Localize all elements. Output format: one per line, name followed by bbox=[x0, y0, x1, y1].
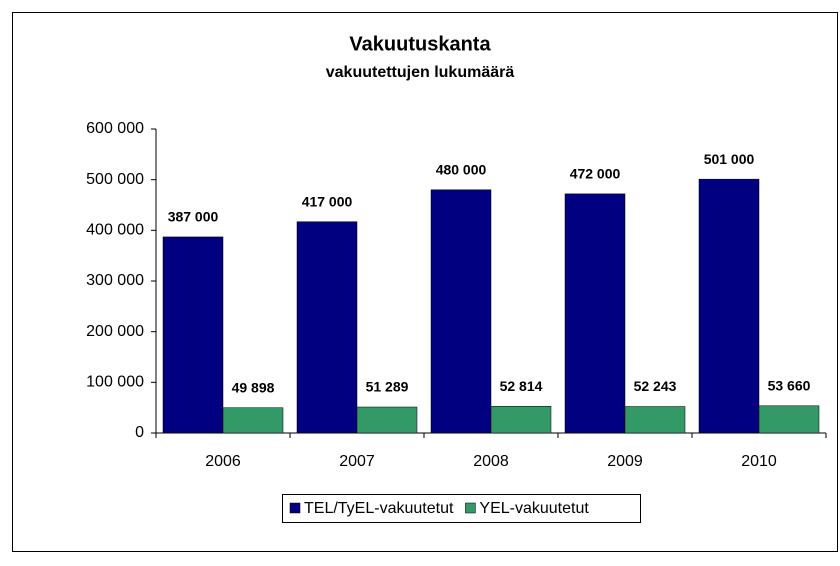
bar bbox=[490, 405, 552, 434]
chart-subtitle: vakuutettujen lukumäärä bbox=[326, 64, 515, 81]
value-label: 472 000 bbox=[570, 166, 621, 182]
legend-label: YEL-vakuutetut bbox=[479, 500, 589, 517]
bar bbox=[296, 221, 358, 434]
legend-box bbox=[282, 494, 641, 523]
y-tick-label: 300 000 bbox=[86, 272, 144, 289]
value-label: 51 289 bbox=[366, 379, 409, 395]
y-tick-label: 100 000 bbox=[86, 374, 144, 391]
value-label: 49 898 bbox=[232, 379, 275, 395]
value-label: 417 000 bbox=[302, 193, 353, 209]
value-label: 501 000 bbox=[704, 151, 755, 167]
bar bbox=[624, 406, 686, 434]
legend-swatch bbox=[289, 502, 301, 514]
value-label: 387 000 bbox=[168, 209, 219, 225]
bar bbox=[430, 189, 492, 434]
legend-label: TEL/TyEL-vakuutetut bbox=[304, 500, 454, 517]
value-label: 52 243 bbox=[634, 378, 677, 394]
value-label: 53 660 bbox=[768, 378, 811, 394]
y-tick-label: 600 000 bbox=[86, 120, 144, 137]
bar bbox=[162, 236, 224, 434]
x-tick-label: 2008 bbox=[473, 453, 509, 470]
bar bbox=[758, 405, 820, 434]
chart-title: Vakuutuskanta bbox=[349, 33, 491, 55]
value-label: 480 000 bbox=[436, 162, 487, 178]
bar bbox=[698, 178, 760, 434]
bar bbox=[222, 407, 284, 434]
legend-swatch bbox=[465, 502, 476, 514]
x-tick-label: 2007 bbox=[339, 453, 375, 470]
x-tick-label: 2009 bbox=[607, 453, 643, 470]
y-tick-label: 0 bbox=[135, 424, 144, 441]
y-tick-label: 500 000 bbox=[86, 171, 144, 188]
x-tick-label: 2006 bbox=[205, 453, 241, 470]
x-tick-label: 2010 bbox=[741, 453, 777, 470]
y-tick-label: 200 000 bbox=[86, 323, 144, 340]
bar bbox=[356, 406, 418, 434]
value-label: 52 814 bbox=[500, 378, 543, 394]
bar bbox=[564, 193, 626, 434]
y-tick-label: 400 000 bbox=[86, 222, 144, 239]
